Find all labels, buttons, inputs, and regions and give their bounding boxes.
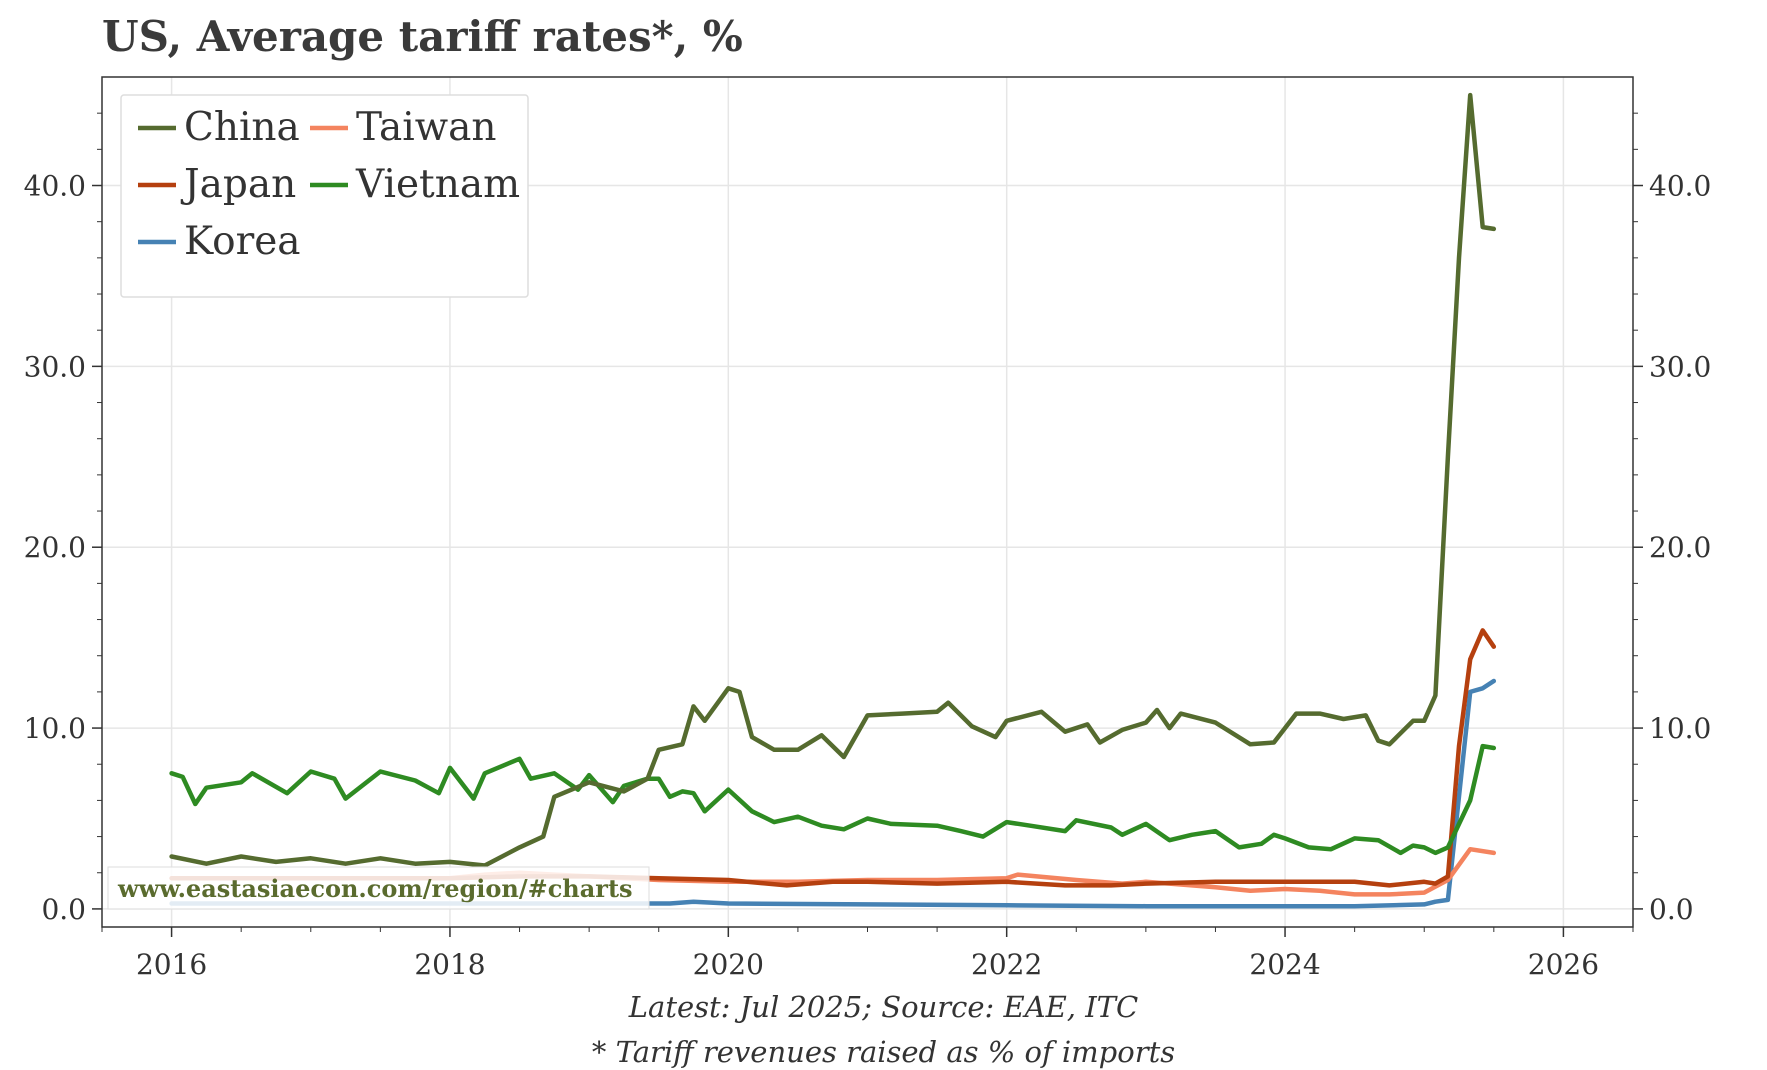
axis-ticks: 2016 2018 2020 2022 2024 2026 0.0 0.0 10.0 10.0 20… [24,112,1711,981]
legend-label-taiwan: Taiwan [356,105,496,150]
x-tick-label: 2020 [693,948,764,981]
y-tick-label-left: 10.0 [24,712,86,745]
watermark-text: www.eastasiaecon.com/region/#charts [117,874,633,903]
grid [102,77,1633,927]
footnote: * Tariff revenues raised as % of imports [591,1035,1176,1069]
y-tick-label-right: 20.0 [1649,531,1711,564]
legend-label-china: China [184,105,300,150]
y-tick-label-left: 20.0 [24,531,86,564]
series-line-japan [169,628,1497,888]
x-tick-label: 2024 [1249,948,1320,981]
series-line-china [169,92,1497,868]
y-tick-label-right: 10.0 [1649,712,1711,745]
x-tick-label: 2016 [136,948,207,981]
y-tick-label-left: 40.0 [24,170,86,203]
legend-box [120,94,529,298]
legend-label-vietnam: Vietnam [355,162,520,207]
chart-title: US, Average tariff rates*, % [102,12,743,61]
watermark-box [107,866,650,910]
y-tick-label-left: 0.0 [41,893,86,926]
legend-label-japan: Japan [180,162,296,207]
x-tick-label: 2022 [971,948,1042,981]
series-line-vietnam [169,743,1497,856]
legend-label-korea: Korea [184,219,301,264]
y-tick-label-right: 0.0 [1649,893,1694,926]
y-tick-label-right: 40.0 [1649,170,1711,203]
watermark: www.eastasiaecon.com/region/#charts [107,866,650,910]
y-tick-label-left: 30.0 [24,350,86,383]
y-tick-label-right: 30.0 [1649,350,1711,383]
source-note: Latest: Jul 2025; Source: EAE, ITC [628,990,1139,1024]
x-tick-label: 2026 [1528,948,1599,981]
legend: China Taiwan Japan Vietnam Korea [120,94,529,298]
x-tick-label: 2018 [414,948,485,981]
